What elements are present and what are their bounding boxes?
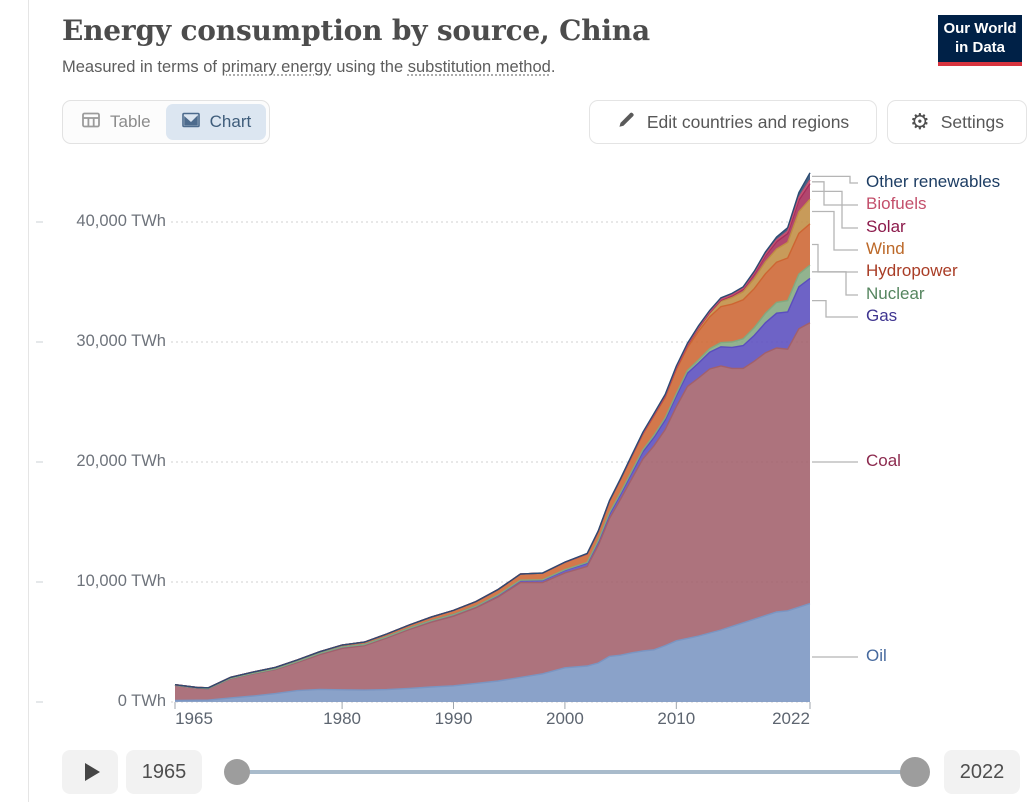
tab-table[interactable]: Table — [66, 104, 166, 140]
x-tick-label: 2010 — [657, 709, 696, 728]
legend-label-oil[interactable]: Oil — [866, 646, 887, 665]
gear-icon: ⚙ — [910, 109, 930, 134]
table-icon — [81, 110, 101, 135]
timeline-start-year[interactable]: 1965 — [126, 750, 202, 794]
timeline-end-year[interactable]: 2022 — [944, 750, 1020, 794]
tab-chart[interactable]: Chart — [165, 104, 267, 140]
legend-label-solar[interactable]: Solar — [866, 217, 906, 236]
legend-label-hydropower[interactable]: Hydropower — [866, 261, 958, 280]
x-tick-label: 1990 — [434, 709, 473, 728]
subtitle-text: using the — [331, 58, 408, 76]
legend-connector-nuclear — [812, 271, 858, 296]
tab-table-label: Table — [110, 112, 151, 131]
x-tick-label: 1980 — [323, 709, 361, 728]
link-substitution-method[interactable]: substitution method — [407, 58, 551, 76]
chart-subtitle: Measured in terms of primary energy usin… — [62, 58, 555, 77]
y-tick-label: 30,000 TWh — [76, 332, 166, 350]
timeline-slider-track[interactable] — [237, 770, 917, 774]
x-tick-label: 1965 — [175, 709, 213, 728]
legend-connector-wind — [812, 210, 858, 251]
area-edge-nuclear — [174, 264, 811, 690]
y-tick-label: 20,000 TWh — [76, 452, 166, 470]
legend-connector-other-renewables — [812, 175, 858, 184]
area-chart-icon — [181, 110, 201, 135]
play-button[interactable] — [62, 750, 118, 794]
tab-chart-label: Chart — [209, 112, 252, 131]
pencil-icon — [617, 110, 636, 134]
legend-connector-biofuels — [812, 181, 858, 206]
legend-label-coal[interactable]: Coal — [866, 451, 901, 470]
area-edge-other-renewables — [174, 172, 811, 689]
view-toggle: Table Chart — [62, 100, 271, 144]
y-tick-label: 40,000 TWh — [76, 212, 166, 230]
edit-countries-label: Edit countries and regions — [646, 111, 850, 132]
x-tick-label: 2022 — [772, 709, 810, 728]
area-series-oil[interactable] — [175, 603, 810, 702]
legend-label-biofuels[interactable]: Biofuels — [866, 194, 927, 213]
owid-logo[interactable]: Our World in Data — [938, 15, 1022, 66]
owid-logo-line2: in Data — [954, 38, 1005, 56]
legend-label-gas[interactable]: Gas — [866, 306, 898, 325]
legend-connector-gas — [812, 299, 858, 318]
legend-connector-solar — [812, 190, 858, 229]
page-title: Energy consumption by source, China — [62, 14, 650, 47]
area-series-hydropower[interactable] — [175, 223, 810, 689]
legend-connector-hydropower — [812, 243, 858, 273]
legend-label-nuclear[interactable]: Nuclear — [866, 284, 925, 303]
settings-button[interactable]: ⚙ Settings — [887, 100, 1027, 144]
y-tick-label: 0 TWh — [117, 692, 166, 710]
settings-label: Settings — [940, 111, 1004, 132]
subtitle-text: . — [550, 58, 556, 76]
subtitle-text: Measured in terms of — [62, 58, 222, 76]
timeline-handle-end[interactable] — [900, 757, 930, 787]
edit-countries-button[interactable]: Edit countries and regions — [589, 100, 877, 144]
owid-logo-line1: Our World — [943, 20, 1017, 37]
area-edge-coal — [174, 322, 811, 690]
area-edge-oil — [174, 602, 811, 702]
y-tick-label: 10,000 TWh — [76, 572, 166, 590]
page-left-rule — [28, 0, 29, 802]
timeline-handle-start[interactable] — [224, 759, 250, 785]
link-primary-energy[interactable]: primary energy — [221, 58, 332, 76]
area-series-coal[interactable] — [175, 322, 810, 701]
legend-label-other-renewables[interactable]: Other renewables — [866, 172, 1001, 191]
play-icon — [84, 763, 100, 781]
x-tick-label: 2000 — [545, 709, 584, 728]
legend-label-wind[interactable]: Wind — [866, 239, 905, 258]
